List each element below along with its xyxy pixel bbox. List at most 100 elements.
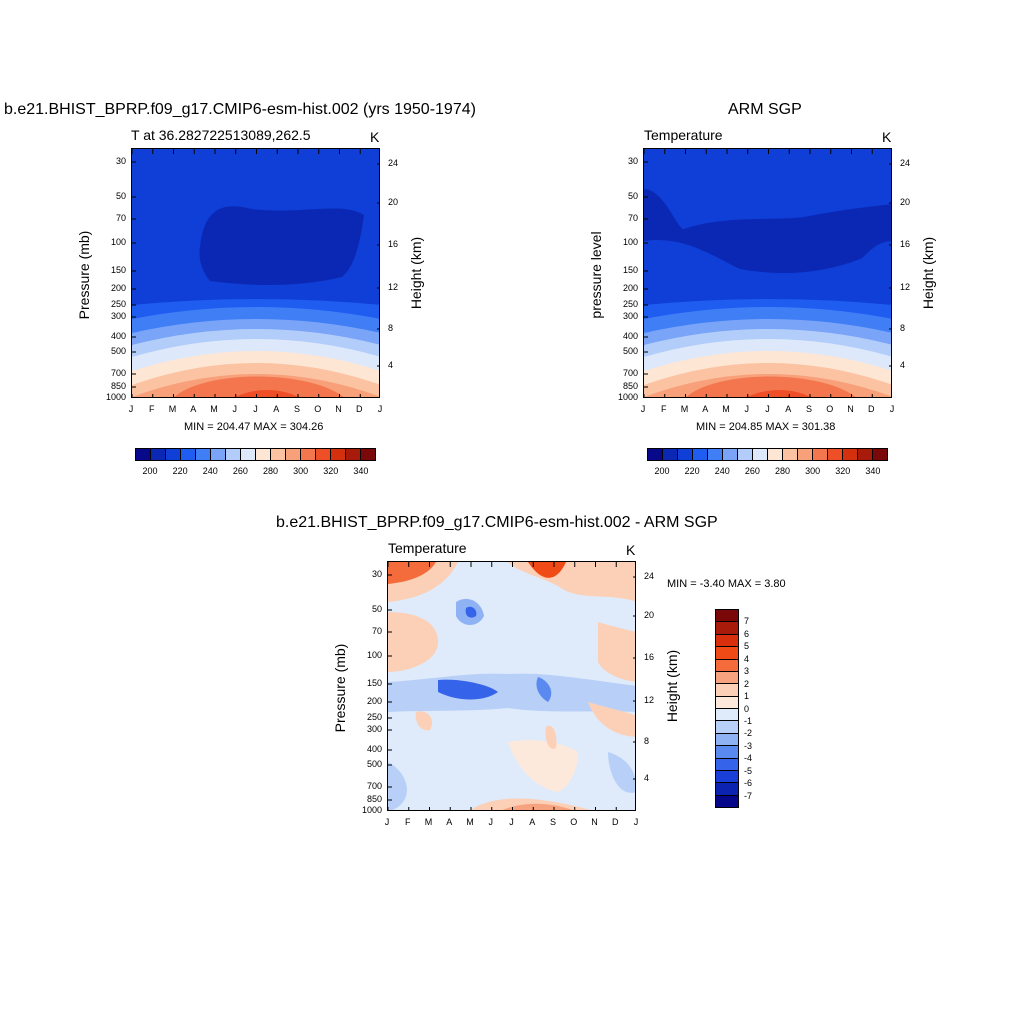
bottom-y2-tick: 4 <box>644 773 650 783</box>
left-y-tick: 30 <box>115 156 126 166</box>
right-colorbar-swatch <box>828 449 843 460</box>
bottom-min-max: MIN = -3.40 MAX = 3.80 <box>667 578 786 590</box>
right-x-tick: A <box>785 404 792 414</box>
bottom-colorbar-swatch <box>716 684 738 697</box>
left-y-tick: 400 <box>110 331 126 341</box>
bottom-x-tick: F <box>405 817 411 827</box>
right-x-tick: J <box>765 404 770 414</box>
left-colorbar-swatch <box>196 449 211 460</box>
left-x-tick: A <box>190 404 197 414</box>
left-x-tick: M <box>210 404 218 414</box>
right-colorbar-tick: 320 <box>835 466 851 476</box>
left-y-tick: 70 <box>115 213 126 223</box>
left-y-tick: 700 <box>110 368 126 378</box>
bottom-colorbar-swatch <box>716 721 738 734</box>
bottom-colorbar-tick: 1 <box>744 691 750 702</box>
right-colorbar-swatch <box>843 449 858 460</box>
left-x-tick: J <box>253 404 258 414</box>
left-contour-band <box>222 149 322 165</box>
left-y2-tick: 16 <box>388 239 399 249</box>
left-x-tick: J <box>128 404 134 414</box>
right-contour-field <box>644 149 891 397</box>
right-subtitle: Temperature <box>644 127 723 143</box>
right-colorbar-swatch <box>723 449 738 460</box>
left-colorbar-tick: 280 <box>263 466 279 476</box>
right-y-tick: 400 <box>622 331 638 341</box>
bottom-y-tick: 200 <box>366 696 382 706</box>
bottom-contour-band <box>388 762 407 810</box>
bottom-contour-band <box>588 702 635 737</box>
bottom-y-tick: 1000 <box>361 805 382 815</box>
right-colorbar-swatch <box>768 449 783 460</box>
bottom-colorbar-swatch <box>716 647 738 660</box>
bottom-colorbar-swatch <box>716 696 738 709</box>
bottom-colorbar-tick: -2 <box>744 728 753 739</box>
bottom-contour-band <box>465 606 477 618</box>
right-contour-band <box>747 390 811 397</box>
right-colorbar-swatch <box>783 449 798 460</box>
bottom-colorbar-swatch <box>716 610 738 623</box>
bottom-contour-field <box>388 562 635 810</box>
bottom-y-tick: 850 <box>366 794 382 804</box>
left-colorbar-swatch <box>331 449 346 460</box>
bottom-x-tick: J <box>488 817 494 827</box>
right-y2-tick: 20 <box>900 197 911 207</box>
left-colorbar-tick: 320 <box>323 466 339 476</box>
left-subtitle: T at 36.282722513089,262.5 <box>131 127 311 143</box>
bottom-colorbar-swatch <box>716 746 738 759</box>
left-contour-band <box>235 390 299 397</box>
right-colorbar-swatch <box>648 449 663 460</box>
left-colorbar-tick: 260 <box>232 466 248 476</box>
right-y2-tick: 4 <box>900 360 906 370</box>
right-colorbar-tick: 280 <box>775 466 791 476</box>
left-y-tick: 500 <box>110 346 126 356</box>
left-colorbar-swatch <box>286 449 301 460</box>
right-y-tick: 500 <box>622 346 638 356</box>
bottom-y2-tick: 12 <box>644 695 655 705</box>
right-x-tick: M <box>722 404 730 414</box>
bottom-contour-band <box>502 803 573 810</box>
bottom-x-tick: N <box>591 817 598 827</box>
bottom-x-tick: M <box>466 817 474 827</box>
left-y2-tick: 20 <box>388 197 399 207</box>
left-colorbar-tick: 240 <box>202 466 218 476</box>
right-colorbar-swatch <box>663 449 678 460</box>
right-contour-band <box>734 149 834 165</box>
bottom-x-tick: M <box>424 817 433 827</box>
left-plot-title: b.e21.BHIST_BPRP.f09_g17.CMIP6-esm-hist.… <box>4 101 476 118</box>
right-x-tick: N <box>847 404 854 414</box>
bottom-colorbar-tick: -4 <box>744 753 753 764</box>
left-colorbar-swatch <box>301 449 316 460</box>
left-y-tick: 150 <box>110 265 126 275</box>
left-y-axis-label: Pressure (mb) <box>76 230 92 320</box>
left-contour-band <box>174 376 344 397</box>
bottom-contour-band <box>508 740 578 792</box>
right-colorbar-tick: 200 <box>654 466 670 476</box>
bottom-y-tick: 700 <box>366 781 382 791</box>
right-y-tick: 250 <box>622 299 638 309</box>
left-min-max: MIN = 204.47 MAX = 304.26 <box>184 421 324 433</box>
right-colorbar-tick: 340 <box>865 466 881 476</box>
left-x-tick: S <box>293 404 301 414</box>
right-colorbar-swatch <box>678 449 693 460</box>
left-x-tick: M <box>168 404 177 414</box>
right-y-tick: 150 <box>622 265 638 275</box>
bottom-colorbar-swatch <box>716 783 738 796</box>
bottom-tick-marks <box>388 562 635 810</box>
right-x-tick: M <box>680 404 689 414</box>
right-y2-tick: 8 <box>900 323 906 333</box>
bottom-colorbar-swatch <box>716 733 738 747</box>
left-y2-tick: 8 <box>388 323 394 333</box>
right-colorbar-swatch <box>738 449 753 460</box>
right-unit-label: K <box>882 129 892 145</box>
bottom-x-tick: D <box>612 817 619 827</box>
bottom-y2-tick: 20 <box>644 610 655 620</box>
left-contour-band <box>199 206 364 285</box>
left-y-tick: 100 <box>110 237 126 247</box>
right-y-tick: 1000 <box>617 392 638 402</box>
bottom-y2-tick: 16 <box>644 652 655 662</box>
bottom-y-tick: 50 <box>371 604 382 614</box>
bottom-colorbar-swatch <box>716 770 738 784</box>
left-y-tick: 250 <box>110 299 126 309</box>
bottom-colorbar-tick: 7 <box>744 616 750 627</box>
